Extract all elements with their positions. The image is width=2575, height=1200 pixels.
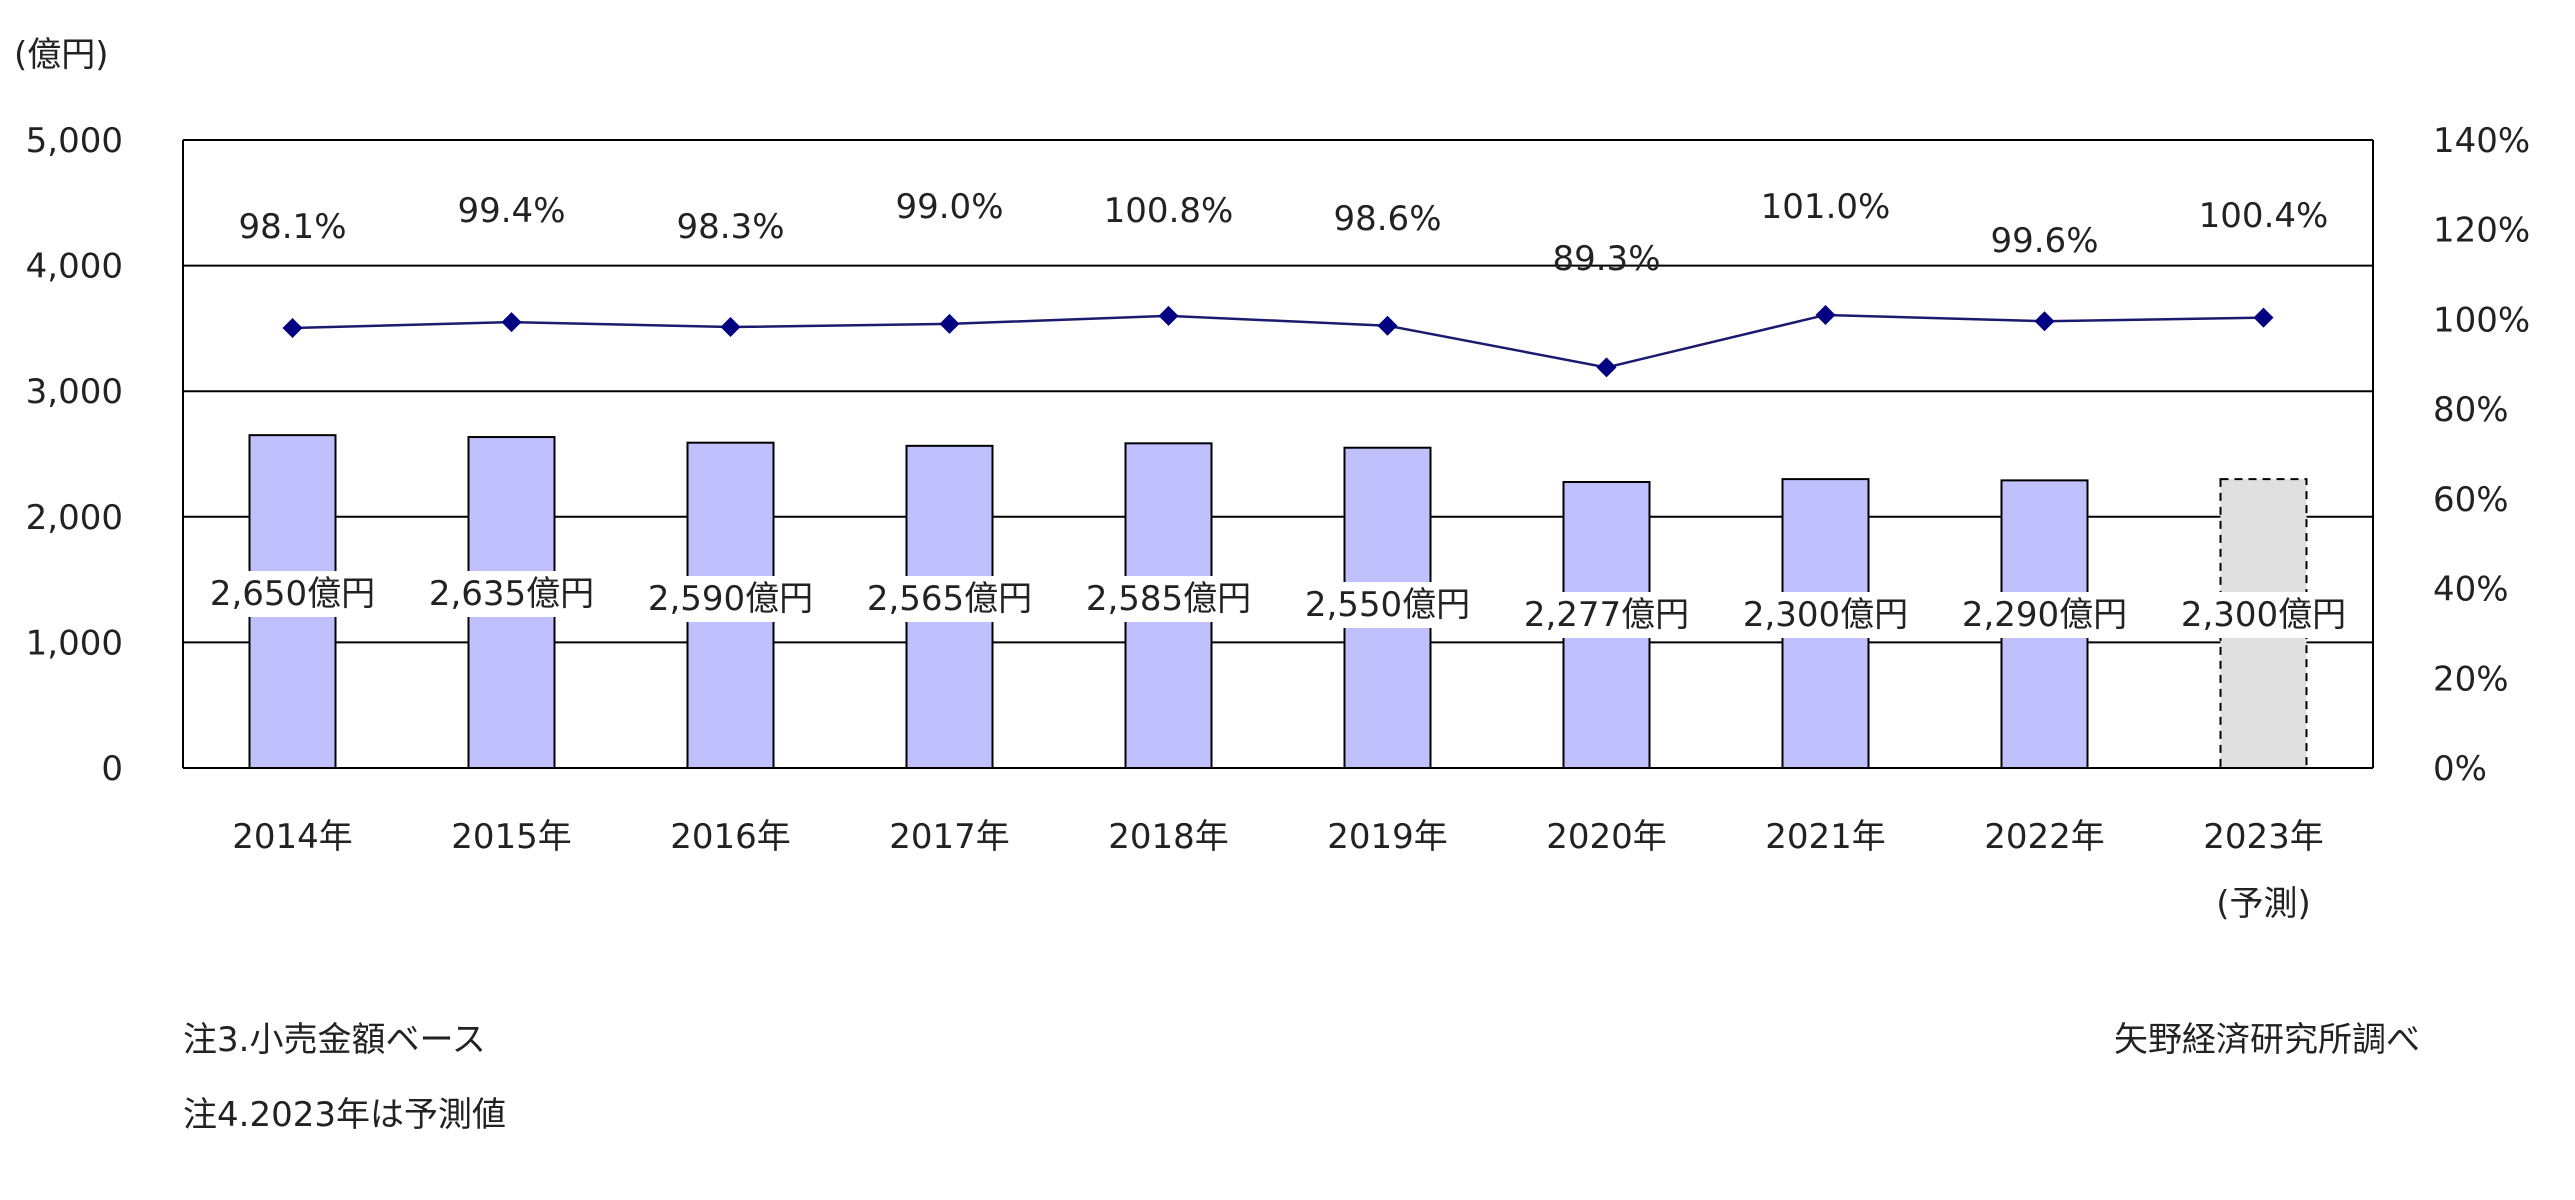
right-tick-label: 140% bbox=[2433, 121, 2530, 161]
forecast-sublabel: (予測) bbox=[2216, 884, 2311, 924]
ratio-value-label: 99.6% bbox=[1990, 221, 2098, 261]
ratio-line-path bbox=[292, 313, 2264, 369]
ratio-marker bbox=[1158, 305, 1179, 326]
bar-value-label: 2,650億円 bbox=[210, 574, 375, 614]
ratio-marker bbox=[2034, 311, 2055, 332]
left-tick-label: 4,000 bbox=[26, 247, 123, 287]
bar-value-label: 2,565億円 bbox=[867, 579, 1032, 619]
bar-value-label-bg bbox=[1510, 592, 1703, 638]
bar-value-label: 2,585億円 bbox=[1086, 579, 1251, 619]
ratio-value-label: 101.0% bbox=[1761, 187, 1891, 227]
x-axis-labels: 2014年 2015年 2016年 2017年 2018年 2019年 2020年 2021年… bbox=[232, 817, 2324, 924]
ratio-value-label: 100.8% bbox=[1104, 191, 1234, 231]
right-tick-label: 120% bbox=[2433, 211, 2530, 251]
bar-value-label-bg bbox=[2167, 592, 2360, 638]
ratio-value-label: 99.4% bbox=[457, 191, 565, 231]
x-tick-label: 2017年 bbox=[889, 817, 1010, 857]
left-tick-label: 0 bbox=[101, 749, 123, 789]
ratio-value-label: 98.3% bbox=[676, 207, 784, 247]
bar-value-label: 2,290億円 bbox=[1962, 595, 2127, 635]
x-tick-label: 2019年 bbox=[1327, 817, 1448, 857]
ratio-value-label: 98.1% bbox=[238, 207, 346, 247]
right-tick-label: 40% bbox=[2433, 570, 2509, 610]
x-tick-label: 2016年 bbox=[670, 817, 791, 857]
x-tick-label: 2023年 bbox=[2203, 817, 2324, 857]
bar-value-label: 2,590億円 bbox=[648, 579, 813, 619]
left-axis-unit-label: (億円) bbox=[14, 35, 109, 75]
bar-value-label: 2,635億円 bbox=[429, 574, 594, 614]
ratio-marker bbox=[1596, 357, 1617, 378]
left-axis-ticks: 0 1,000 2,000 3,000 4,000 5,000 bbox=[26, 121, 123, 789]
left-tick-label: 5,000 bbox=[26, 121, 123, 161]
ratio-marker bbox=[720, 317, 741, 338]
ratio-marker bbox=[282, 317, 303, 338]
ratio-marker bbox=[501, 312, 522, 333]
right-tick-label: 80% bbox=[2433, 390, 2509, 430]
right-axis-ticks: 0% 20% 40% 60% 80% 100% 120% 140% bbox=[2433, 121, 2530, 789]
bar-value-label-bg bbox=[1729, 592, 1922, 638]
ratio-marker bbox=[1377, 315, 1398, 336]
x-tick-label: 2014年 bbox=[232, 817, 353, 857]
left-tick-label: 3,000 bbox=[26, 372, 123, 412]
bar-value-label: 2,300億円 bbox=[2181, 595, 2346, 635]
ratio-marker bbox=[2253, 307, 2274, 328]
left-tick-label: 1,000 bbox=[26, 623, 123, 663]
source-credit: 矢野経済研究所調べ bbox=[2114, 1020, 2420, 1060]
bar-value-label-bg bbox=[634, 576, 827, 622]
x-tick-label: 2020年 bbox=[1546, 817, 1667, 857]
bar-value-label-bg bbox=[415, 571, 608, 617]
x-tick-label: 2022年 bbox=[1984, 817, 2105, 857]
x-tick-label: 2021年 bbox=[1765, 817, 1886, 857]
note-forecast: 注4.2023年は予測値 bbox=[183, 1095, 506, 1135]
bar-value-labels: 2,650億円 2,635億円 2,590億円 2,565億円 2,585億円 2,550… bbox=[196, 571, 2360, 638]
bar-value-label-bg bbox=[1291, 582, 1484, 628]
right-tick-label: 0% bbox=[2433, 749, 2487, 789]
x-tick-label: 2018年 bbox=[1108, 817, 1229, 857]
bar-value-label-bg bbox=[196, 571, 389, 617]
ratio-line bbox=[282, 304, 2274, 378]
ratio-marker bbox=[939, 313, 960, 334]
bar-value-label: 2,300億円 bbox=[1743, 595, 1908, 635]
left-tick-label: 2,000 bbox=[26, 498, 123, 538]
bar-value-label-bg bbox=[853, 576, 1046, 622]
ratio-value-label: 99.0% bbox=[895, 187, 1003, 227]
axes bbox=[182, 140, 2374, 769]
ratio-marker bbox=[1815, 304, 1836, 325]
bar-value-label-bg bbox=[1948, 592, 2141, 638]
ratio-value-label: 89.3% bbox=[1552, 239, 1660, 279]
note-retail-basis: 注3.小売金額ベース bbox=[183, 1020, 486, 1060]
ratio-value-label: 98.6% bbox=[1333, 199, 1441, 239]
bar-value-label: 2,550億円 bbox=[1305, 585, 1470, 625]
bar-value-label: 2,277億円 bbox=[1524, 595, 1689, 635]
right-tick-label: 100% bbox=[2433, 300, 2530, 340]
x-tick-label: 2015年 bbox=[451, 817, 572, 857]
ratio-value-label: 100.4% bbox=[2199, 196, 2329, 236]
bar-value-label-bg bbox=[1072, 576, 1265, 622]
ratio-value-labels: 98.1% 99.4% 98.3% 99.0% 100.8% 98.6% 89.3% 101.… bbox=[238, 187, 2328, 279]
right-tick-label: 20% bbox=[2433, 659, 2509, 699]
right-tick-label: 60% bbox=[2433, 480, 2509, 520]
